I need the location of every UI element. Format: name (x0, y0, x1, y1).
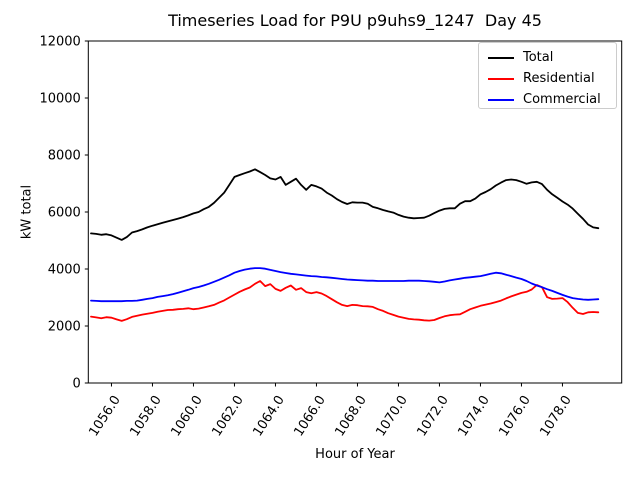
x-tick-label: 1058.0 (127, 393, 164, 439)
legend: Total Residential Commercial (478, 42, 617, 109)
x-axis-label: Hour of Year (315, 447, 395, 462)
y-axis-label: kW total (19, 184, 35, 240)
legend-label-total: Total (523, 50, 554, 65)
x-tick-label: 1056.0 (86, 393, 123, 439)
x-tick-label: 1064.0 (250, 393, 287, 439)
y-tick-label: 12000 (39, 35, 80, 50)
total-line-swatch (488, 56, 514, 59)
y-tick-label: 0 (73, 377, 81, 392)
x-tick-label: 1072.0 (414, 393, 451, 439)
legend-entry-commercial: Commercial (479, 89, 616, 110)
x-tick-label: 1060.0 (168, 393, 205, 439)
legend-entry-residential: Residential (479, 68, 616, 89)
x-tick-label: 1078.0 (537, 393, 574, 439)
x-tick-label: 1070.0 (373, 393, 410, 439)
commercial-line-swatch (488, 98, 514, 101)
x-tick-label: 1076.0 (496, 393, 533, 439)
legend-entry-total: Total (479, 47, 616, 68)
legend-label-commercial: Commercial (523, 92, 601, 107)
y-tick-label: 6000 (48, 206, 81, 221)
legend-label-residential: Residential (523, 71, 595, 86)
x-tick-label: 1074.0 (455, 393, 492, 439)
residential-line-swatch (488, 77, 514, 80)
residential-line (90, 280, 600, 322)
x-tick-label: 1068.0 (332, 393, 369, 439)
chart-title: Timeseries Load for P9U p9uhs9_1247 Day … (168, 11, 542, 30)
x-tick-label: 1066.0 (291, 393, 328, 439)
x-tick-label: 1062.0 (209, 393, 246, 439)
y-tick-label: 10000 (39, 92, 80, 107)
y-tick-label: 4000 (48, 263, 81, 278)
total-line (90, 168, 600, 241)
y-tick-label: 8000 (48, 149, 81, 164)
commercial-line (90, 267, 600, 303)
y-tick-label: 2000 (48, 320, 81, 335)
